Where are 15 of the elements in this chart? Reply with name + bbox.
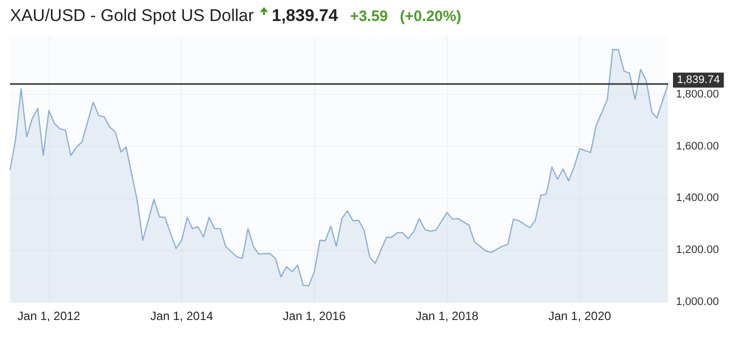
y-tick-label: 1,000.00 — [676, 296, 719, 308]
ref-line-label: 1,839.74 — [677, 74, 720, 86]
x-tick-label: Jan 1, 2020 — [548, 309, 612, 323]
text: +3.59 — [350, 8, 388, 24]
x-tick-label: Jan 1, 2018 — [416, 309, 479, 323]
text: (+0.20%) — [400, 8, 462, 24]
x-tick-label: Jan 1, 2016 — [282, 309, 346, 323]
y-tick-label: 1,200.00 — [676, 244, 719, 256]
y-tick-label: 1,600.00 — [676, 140, 719, 152]
text: 1,839.74 — [272, 6, 338, 26]
y-tick-label: 1,400.00 — [676, 192, 719, 204]
x-tick-label: Jan 1, 2014 — [150, 309, 214, 323]
y-tick-label: 1,800.00 — [676, 88, 719, 100]
x-tick-label: Jan 1, 2012 — [18, 309, 81, 323]
chart-title: XAU/USD - Gold Spot US Dollar — [10, 6, 254, 26]
